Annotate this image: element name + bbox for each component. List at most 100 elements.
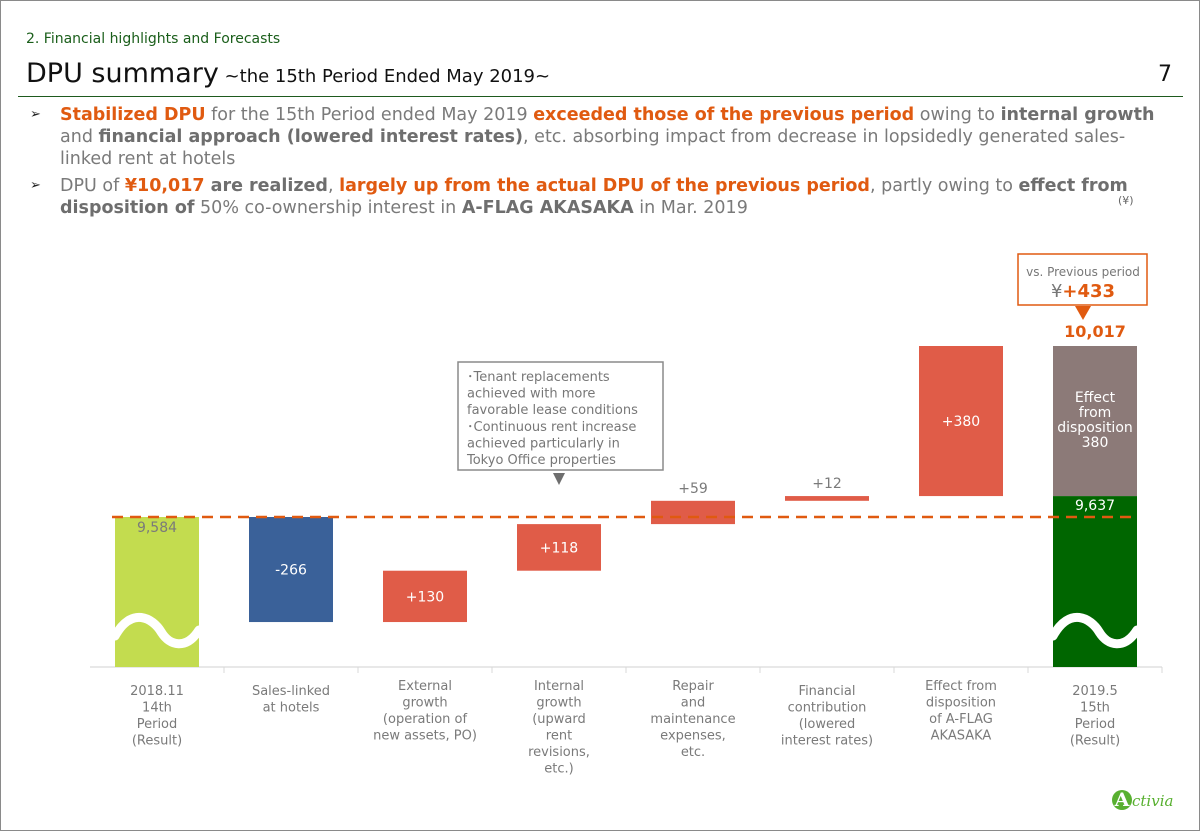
bar-delta [651, 500, 735, 525]
bullet-segment: 50% co-ownership interest in [194, 198, 462, 218]
x-axis-category-label: of A-FLAG [929, 712, 993, 727]
x-axis-category-label: Internal [534, 679, 584, 694]
data-label-end-base: 9,637 [1075, 498, 1115, 514]
axis-break-icon [1048, 612, 1142, 649]
page-title: DPU summary ~the 15th Period Ended May 2… [26, 58, 550, 89]
bullet-item: ➢ DPU of ¥10,017 are realized, largely up… [30, 175, 1170, 219]
bullet-segment: for the 15th Period ended May 2019 [205, 105, 534, 125]
arrow-bullet-icon: ➢ [30, 178, 41, 193]
bullet-segment: DPU of [60, 176, 125, 196]
title-sub: ~the 15th Period Ended May 2019~ [218, 66, 551, 87]
x-axis-category-label: (upward [532, 712, 586, 727]
x-axis-category-label: AKASAKA [931, 729, 992, 744]
x-axis-category-label: disposition [926, 696, 996, 711]
x-axis-category-label: Period [137, 717, 178, 732]
callout-value: ¥+433 [1051, 281, 1115, 302]
callout-label: vs. Previous period [1026, 265, 1140, 279]
data-label-disposition: disposition [1057, 420, 1133, 436]
bullet-segment: exceeded those of the previous period [533, 105, 915, 125]
bullet-segment: Stabilized DPU [60, 105, 206, 125]
x-axis-category-label: 2018.11 [130, 684, 184, 699]
bar-delta [249, 517, 333, 623]
title-main: DPU summary [26, 58, 219, 89]
x-axis-category-label: interest rates) [781, 734, 873, 749]
annotation-line: ･Continuous rent increase [467, 420, 636, 435]
x-axis-category-label: at hotels [263, 701, 320, 716]
x-axis-category-label: (lowered [799, 717, 856, 732]
bullet-segment: , etc. absorbing impact from decrease in… [60, 127, 1126, 169]
callout-number: +433 [1062, 281, 1115, 302]
title-divider [18, 96, 1183, 97]
x-axis-category-label: Effect from [925, 679, 997, 694]
annotation-line: Tokyo Office properties [466, 453, 616, 468]
bullet-segment: and [60, 127, 99, 147]
bullet-segment: financial approach (lowered interest rat… [98, 127, 524, 147]
data-label-start: 9,584 [137, 520, 177, 536]
annotation-pointer-icon [553, 473, 565, 485]
x-axis-category-label: (operation of [383, 712, 468, 727]
bullet-segment: effect from disposition of [60, 176, 1128, 218]
bar-delta [785, 496, 869, 501]
x-axis-category-label: maintenance [650, 712, 735, 727]
data-label-disposition: Effect [1075, 390, 1116, 406]
bullet-segment: are realized [204, 176, 328, 196]
bullet-item: ➢ Stabilized DPU for the 15th Period ende… [30, 104, 1170, 170]
bar-delta [517, 524, 601, 571]
data-label-delta: +380 [942, 414, 980, 430]
bullet-segment: in Mar. 2019 [633, 198, 748, 218]
bullet-list: ➢ Stabilized DPU for the 15th Period ende… [30, 104, 1170, 224]
annotation-box [457, 361, 664, 471]
bar-end-disposition [1053, 346, 1137, 497]
page-number: 7 [1158, 62, 1172, 87]
unit-label: (¥) [1118, 194, 1134, 207]
x-axis-category-label: (Result) [132, 734, 182, 749]
x-axis-category-label: Financial [799, 684, 856, 699]
callout-prefix: ¥ [1051, 281, 1062, 302]
section-heading: 2. Financial highlights and Forecasts [26, 31, 281, 47]
x-axis-category-label: Sales-linked [252, 684, 330, 699]
x-axis-category-label: contribution [788, 701, 867, 716]
x-axis-category-label: (Result) [1070, 734, 1120, 749]
bullet-segment: , [327, 176, 340, 196]
x-axis-category-label: rent [546, 729, 572, 744]
x-axis-category-label: and [681, 696, 705, 711]
callout-box [1017, 253, 1148, 306]
data-label-delta: -266 [275, 563, 307, 579]
bullet-segment: largely up from the actual DPU of the pr… [339, 176, 870, 196]
data-label-delta: +59 [678, 481, 708, 497]
data-label-delta: +130 [406, 589, 444, 605]
x-axis-category-label: 15th [1080, 701, 1110, 716]
bullet-segment: , partly owing to [869, 176, 1019, 196]
annotation-line: achieved with more [467, 387, 595, 402]
annotation-line: favorable lease conditions [467, 403, 638, 418]
bullet-segment: owing to [914, 105, 1001, 125]
x-axis-category-label: Repair [672, 679, 714, 694]
bar-delta [919, 346, 1003, 497]
x-axis-category-label: 2019.5 [1072, 684, 1118, 699]
data-label-disposition: from [1079, 405, 1112, 421]
data-label-total: 10,017 [1064, 322, 1126, 341]
data-label-disposition: 380 [1082, 435, 1109, 451]
x-axis-category-label: etc.) [544, 762, 573, 777]
bullet-text: DPU of ¥10,017 are realized, largely up … [60, 176, 1128, 218]
x-axis-category-label: 14th [142, 701, 172, 716]
bullet-segment: internal growth [1000, 105, 1155, 125]
x-axis-category-label: revisions, [528, 745, 590, 760]
annotation-line: achieved particularly in [467, 436, 620, 451]
arrow-bullet-icon: ➢ [30, 107, 41, 122]
x-axis-category-label: new assets, PO) [373, 729, 477, 744]
x-axis-category-label: etc. [681, 745, 705, 760]
x-axis-category-label: External [398, 679, 452, 694]
x-axis-category-label: growth [402, 696, 447, 711]
bullet-segment: ¥10,017 [124, 176, 205, 196]
data-label-delta: +12 [812, 476, 842, 492]
data-label-delta: +118 [540, 540, 578, 556]
callout-pointer-icon [1075, 306, 1091, 320]
bullet-segment: A-FLAG AKASAKA [461, 198, 634, 218]
bar-delta [383, 570, 467, 623]
x-axis-category-label: Period [1075, 717, 1116, 732]
axis-break-icon [110, 612, 204, 649]
x-axis-category-label: growth [536, 696, 581, 711]
